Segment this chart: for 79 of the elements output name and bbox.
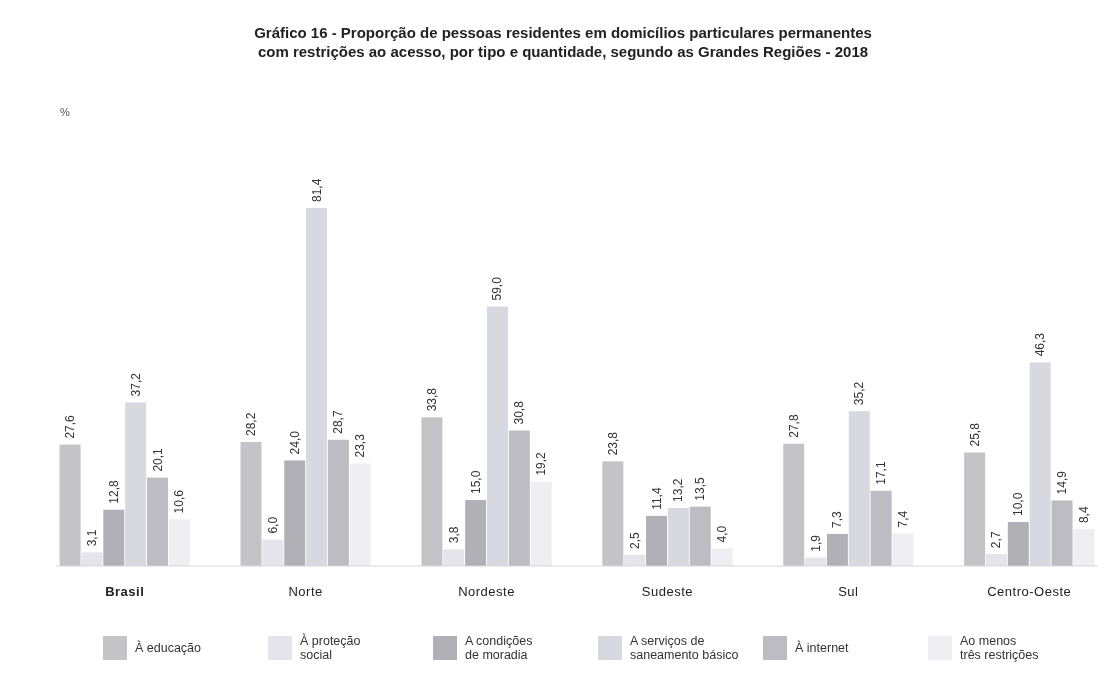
bar <box>624 555 646 566</box>
data-label: 81,4 <box>309 178 324 202</box>
x-tick-label: Sul <box>838 584 859 599</box>
data-label: 27,6 <box>63 414 78 439</box>
bar <box>602 461 624 566</box>
bar <box>168 519 190 566</box>
data-label: 28,7 <box>331 410 346 434</box>
legend-label: À internet <box>795 640 850 655</box>
data-label: 6,0 <box>265 516 280 534</box>
text: % <box>60 106 70 118</box>
data-label: 37,2 <box>128 372 143 397</box>
bar <box>646 515 668 566</box>
data-label: 28,2 <box>244 412 259 436</box>
data-label: 11,4 <box>649 487 664 510</box>
data-label: 7,4 <box>895 510 910 528</box>
bar <box>711 548 733 566</box>
data-label: 13,2 <box>671 478 686 502</box>
data-label: 14,9 <box>1055 470 1070 495</box>
chart-title: Gráfico 16 - Proporção de pessoas residentes em domicílios particulares permanentes com restrições ao acesso, por tipo e quantidade, segundo as Grandes Regiões - 2018 <box>254 24 872 60</box>
bar <box>147 477 169 566</box>
data-label: 10,0 <box>1011 492 1026 517</box>
data-label: 10,6 <box>172 489 187 514</box>
data-label: 13,5 <box>693 476 708 501</box>
bar <box>689 506 711 566</box>
legend-label: A serviços de saneamento básico <box>630 634 739 662</box>
legend-label: À educação <box>135 640 202 655</box>
legend-label: À proteção social <box>300 633 361 662</box>
bar <box>1073 529 1095 566</box>
data-label: 12,8 <box>106 480 121 504</box>
data-label: 17,1 <box>874 461 889 485</box>
bar <box>81 552 103 566</box>
data-label: 7,3 <box>830 510 845 528</box>
bar <box>783 443 805 566</box>
data-label: 46,3 <box>1033 332 1048 357</box>
bar <box>892 533 914 566</box>
data-label: 23,3 <box>353 433 368 458</box>
bar <box>103 509 125 566</box>
bar <box>59 444 81 566</box>
bar <box>530 481 552 566</box>
bar <box>964 452 986 566</box>
data-label: 1,9 <box>808 534 823 552</box>
data-label: 4,0 <box>715 525 730 543</box>
bar <box>240 441 262 566</box>
x-tick-label: Brasil <box>105 584 145 599</box>
bar <box>826 533 848 566</box>
data-label: 27,8 <box>786 414 801 438</box>
x-tick-label: Sudeste <box>641 584 694 599</box>
bar <box>421 417 443 566</box>
bar <box>262 539 284 566</box>
data-label: 33,8 <box>424 387 439 412</box>
x-tick-label: Nordeste <box>458 584 515 599</box>
x-tick-label: Norte <box>288 584 323 599</box>
data-label: 8,4 <box>1076 506 1091 524</box>
data-label: 15,0 <box>468 470 483 495</box>
bar <box>1051 500 1073 566</box>
bar <box>443 549 465 566</box>
data-label: 3,1 <box>84 529 99 547</box>
data-label: 25,8 <box>967 422 982 447</box>
data-label: 30,8 <box>512 400 527 425</box>
data-label: 3,8 <box>446 526 461 544</box>
data-label: 20,1 <box>150 447 165 472</box>
bar <box>1007 522 1029 566</box>
data-label: 2,7 <box>989 531 1004 549</box>
data-label: 2,5 <box>627 532 642 549</box>
bar <box>349 463 371 566</box>
bar <box>985 554 1007 566</box>
data-label: 24,0 <box>287 430 302 455</box>
bar <box>508 430 530 566</box>
data-label: 59,0 <box>490 276 505 301</box>
data-label: 23,8 <box>605 431 620 456</box>
bar <box>284 460 306 566</box>
legend-label: A condições de moradia <box>465 634 533 662</box>
x-tick-label: Centro-Oeste <box>987 584 1072 599</box>
data-label: 35,2 <box>852 381 867 406</box>
bar <box>327 439 349 566</box>
legend-label: Ao menos três restrições <box>960 634 1039 662</box>
bar <box>465 500 487 566</box>
bar <box>870 490 892 566</box>
data-label: 19,2 <box>534 451 549 476</box>
